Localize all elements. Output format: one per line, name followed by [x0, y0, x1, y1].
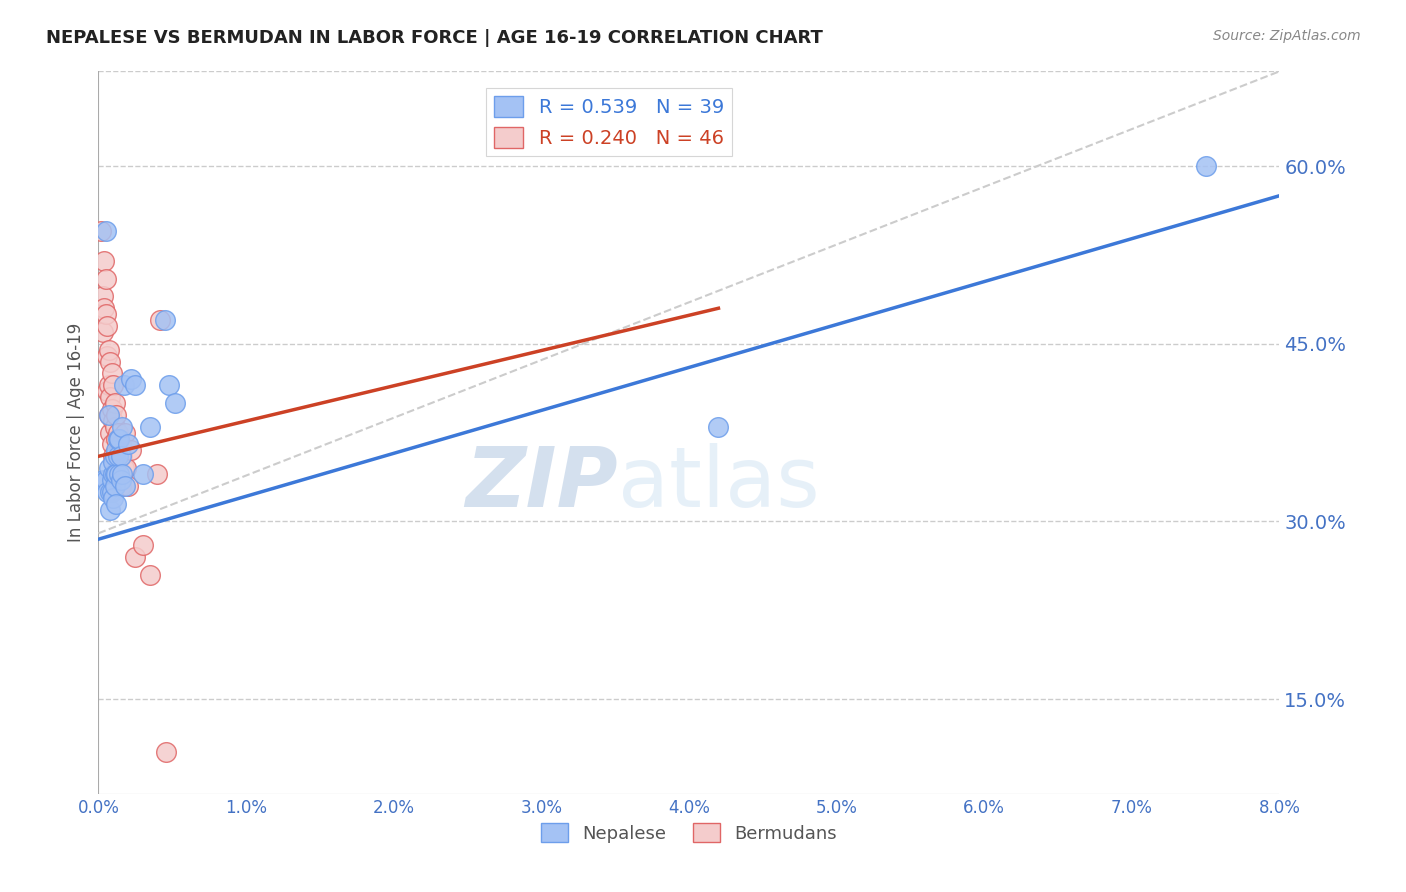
Point — [139, 419, 162, 434]
Point — [132, 467, 155, 481]
Point — [103, 467, 125, 481]
Point — [165, 396, 187, 410]
Point — [104, 467, 127, 481]
Point — [104, 396, 127, 410]
Point — [97, 408, 120, 422]
Point — [110, 450, 132, 464]
Point — [91, 473, 114, 487]
Point — [103, 378, 125, 392]
Point — [98, 484, 121, 499]
Point — [108, 432, 131, 446]
Point — [97, 461, 120, 475]
Point — [97, 378, 120, 392]
Point — [97, 343, 120, 357]
Point — [103, 455, 125, 469]
Legend: Nepalese, Bermudans: Nepalese, Bermudans — [533, 815, 845, 850]
Point — [124, 549, 146, 564]
Point — [139, 567, 162, 582]
Point — [105, 467, 128, 481]
Point — [112, 461, 135, 475]
Point — [100, 367, 122, 381]
Point — [96, 318, 118, 333]
Point — [104, 450, 127, 464]
Point — [707, 419, 730, 434]
Point — [100, 401, 122, 416]
Point — [105, 443, 128, 458]
Point — [91, 325, 114, 339]
Point — [105, 497, 128, 511]
Point — [103, 414, 125, 428]
Point — [97, 408, 120, 422]
Point — [104, 419, 127, 434]
Point — [107, 425, 129, 440]
Point — [94, 473, 117, 487]
Point — [93, 301, 115, 316]
Text: Source: ZipAtlas.com: Source: ZipAtlas.com — [1213, 29, 1361, 43]
Point — [153, 313, 176, 327]
Point — [98, 354, 121, 368]
Point — [90, 224, 112, 238]
Point — [104, 479, 127, 493]
Point — [96, 349, 118, 363]
Point — [100, 473, 122, 487]
Point — [114, 425, 136, 440]
Point — [110, 479, 132, 493]
Point — [108, 467, 131, 481]
Point — [1195, 159, 1218, 173]
Point — [98, 502, 121, 516]
Point — [111, 419, 134, 434]
Point — [120, 443, 142, 458]
Point — [108, 432, 131, 446]
Y-axis label: In Labor Force | Age 16-19: In Labor Force | Age 16-19 — [66, 323, 84, 542]
Point — [124, 378, 146, 392]
Point — [93, 253, 115, 268]
Point — [103, 491, 125, 505]
Point — [117, 437, 139, 451]
Point — [105, 467, 128, 481]
Point — [91, 289, 114, 303]
Point — [94, 271, 117, 285]
Text: atlas: atlas — [619, 442, 820, 524]
Point — [111, 450, 134, 464]
Point — [105, 432, 128, 446]
Point — [120, 372, 142, 386]
Text: NEPALESE VS BERMUDAN IN LABOR FORCE | AGE 16-19 CORRELATION CHART: NEPALESE VS BERMUDAN IN LABOR FORCE | AG… — [46, 29, 824, 46]
Point — [155, 746, 177, 760]
Point — [157, 378, 180, 392]
Point — [117, 479, 139, 493]
Point — [107, 432, 129, 446]
Point — [100, 437, 122, 451]
Point — [114, 479, 136, 493]
Text: ZIP: ZIP — [465, 442, 619, 524]
Point — [132, 538, 155, 552]
Point — [110, 437, 132, 451]
Point — [149, 313, 172, 327]
Point — [105, 408, 128, 422]
Point — [111, 467, 134, 481]
Point — [100, 484, 122, 499]
Point — [107, 461, 129, 475]
Point — [115, 461, 138, 475]
Point — [98, 390, 121, 404]
Point — [112, 378, 135, 392]
Point — [96, 484, 118, 499]
Point — [110, 473, 132, 487]
Point — [107, 450, 129, 464]
Point — [94, 307, 117, 321]
Point — [103, 450, 125, 464]
Point — [96, 384, 118, 399]
Point — [146, 467, 169, 481]
Point — [98, 425, 121, 440]
Point — [108, 467, 131, 481]
Point — [94, 224, 117, 238]
Point — [104, 455, 127, 469]
